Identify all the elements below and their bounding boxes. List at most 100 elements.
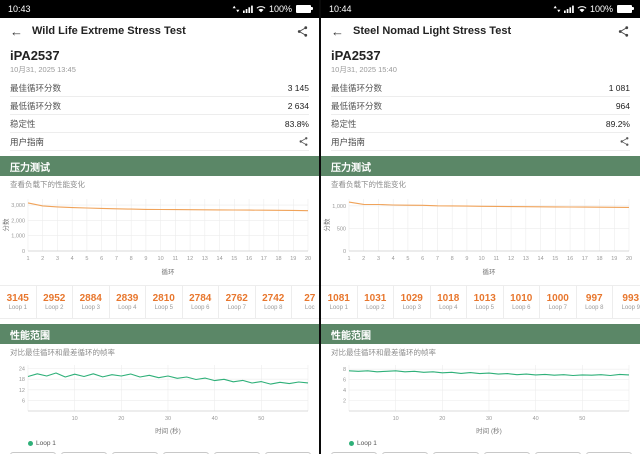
user-guide-row[interactable]: 用户指南 xyxy=(331,133,630,151)
loop-score-cell: 1018 Loop 4 xyxy=(431,286,467,318)
loop-filter-chip[interactable] xyxy=(484,452,530,454)
svg-text:12: 12 xyxy=(187,256,193,262)
loop-score-cell: 1013 Loop 5 xyxy=(467,286,504,318)
loop-score-value: 1013 xyxy=(473,293,496,304)
chart-legend: Loop 1 xyxy=(0,439,319,449)
loop-filter-chip[interactable] xyxy=(10,452,56,454)
svg-text:6: 6 xyxy=(100,256,103,262)
loop-score-cell: 1000 Loop 7 xyxy=(540,286,577,318)
loop-filter-chip[interactable] xyxy=(112,452,158,454)
result-value: 2 634 xyxy=(287,100,309,111)
user-guide-label: 用户指南 xyxy=(331,136,366,147)
svg-text:8: 8 xyxy=(451,256,454,262)
loop-score-value: 2884 xyxy=(79,293,102,304)
loop-score-label: Loop 3 xyxy=(402,305,421,311)
svg-text:时间 (秒): 时间 (秒) xyxy=(476,426,502,435)
loop-filter-chip[interactable] xyxy=(214,452,260,454)
svg-text:分数: 分数 xyxy=(1,218,10,232)
svg-text:循环: 循环 xyxy=(162,267,176,276)
svg-text:500: 500 xyxy=(337,226,346,232)
loop-filter-chip[interactable] xyxy=(265,452,311,454)
svg-text:4: 4 xyxy=(392,256,395,262)
share-icon[interactable] xyxy=(298,136,309,147)
loop-score-label: Loop 3 xyxy=(81,305,100,311)
svg-text:30: 30 xyxy=(486,416,492,422)
result-label: 最佳循环分数 xyxy=(10,82,62,93)
result-summary: iPA2537 10月31, 2025 15:40 最佳循环分数 1 081 最… xyxy=(321,44,640,151)
svg-text:16: 16 xyxy=(246,256,252,262)
loop-filter-chip[interactable] xyxy=(61,452,107,454)
svg-text:1,000: 1,000 xyxy=(332,204,346,210)
loop-filter-chip[interactable] xyxy=(163,452,209,454)
loop-score-cell: 2839 Loop 4 xyxy=(110,286,146,318)
loop-score-label: Loop 7 xyxy=(227,305,246,311)
svg-text:2: 2 xyxy=(343,399,346,405)
svg-text:17: 17 xyxy=(582,256,588,262)
share-icon[interactable] xyxy=(296,25,309,38)
result-label: 最低循环分数 xyxy=(10,100,62,111)
loop-filter-chip[interactable] xyxy=(433,452,479,454)
network-arrows-icon xyxy=(553,5,561,13)
loop-filter-chip[interactable] xyxy=(382,452,428,454)
result-row-stability: 稳定性 89.2% xyxy=(331,115,630,133)
battery-percent: 100% xyxy=(589,4,613,14)
loop-score-value: 997 xyxy=(585,293,603,304)
result-value: 1 081 xyxy=(608,82,630,93)
battery-icon xyxy=(296,5,313,13)
svg-text:15: 15 xyxy=(552,256,558,262)
loop-scores-strip: 1081 Loop 1 1031 Loop 2 1029 Loop 3 1018 Loop 4… xyxy=(321,285,640,319)
performance-range-title: 性能范围 xyxy=(10,330,50,342)
back-button[interactable]: ← xyxy=(10,23,23,39)
performance-range-subtitle: 对比最佳循环和最差循环的帧率 xyxy=(10,348,115,357)
loop-score-label: Loop 1 xyxy=(8,305,27,311)
svg-text:20: 20 xyxy=(118,416,124,422)
svg-text:6: 6 xyxy=(421,256,424,262)
loop-score-value: 993 xyxy=(622,293,640,304)
svg-text:时间 (秒): 时间 (秒) xyxy=(155,426,181,435)
loop-score-value: 2762 xyxy=(225,293,248,304)
loop-filter-row xyxy=(321,449,640,454)
svg-text:10: 10 xyxy=(393,416,399,422)
result-label: 稳定性 xyxy=(10,118,36,129)
legend-dot xyxy=(28,441,33,446)
stress-test-subtitle: 查看负载下的性能变化 xyxy=(10,180,85,189)
loop-score-cell: 2742 Loop 8 xyxy=(256,286,292,318)
loop-score-cell: 2952 Loop 2 xyxy=(37,286,73,318)
loop-filter-chip[interactable] xyxy=(331,452,377,454)
user-guide-row[interactable]: 用户指南 xyxy=(10,133,309,151)
share-icon[interactable] xyxy=(619,136,630,147)
svg-text:50: 50 xyxy=(579,416,585,422)
share-icon[interactable] xyxy=(617,25,630,38)
svg-text:2: 2 xyxy=(41,256,44,262)
svg-text:0: 0 xyxy=(343,249,346,255)
page-title: Wild Life Extreme Stress Test xyxy=(32,25,186,37)
result-value: 83.8% xyxy=(284,118,309,129)
loop-score-cell: 2784 Loop 6 xyxy=(183,286,219,318)
svg-text:分数: 分数 xyxy=(322,218,331,232)
performance-range-section-header: 性能范围 xyxy=(0,324,319,344)
app-bar: ← Wild Life Extreme Stress Test xyxy=(0,18,319,44)
loop-filter-chip[interactable] xyxy=(586,452,632,454)
svg-text:7: 7 xyxy=(115,256,118,262)
loop-score-value: 1000 xyxy=(546,293,569,304)
svg-text:40: 40 xyxy=(533,416,539,422)
result-value: 89.2% xyxy=(605,118,630,129)
loop-score-label: Loop 8 xyxy=(585,305,604,311)
result-value: 3 145 xyxy=(287,82,309,93)
device-name: iPA2537 xyxy=(10,48,60,63)
svg-text:3: 3 xyxy=(56,256,59,262)
svg-text:1: 1 xyxy=(347,256,350,262)
svg-text:12: 12 xyxy=(19,388,25,394)
status-time: 10:43 xyxy=(8,4,31,14)
svg-text:18: 18 xyxy=(275,256,281,262)
chart-legend: Loop 1 xyxy=(321,439,640,449)
result-label: 最佳循环分数 xyxy=(331,82,383,93)
loop-score-cell: 1010 Loop 6 xyxy=(504,286,540,318)
back-button[interactable]: ← xyxy=(331,23,344,39)
svg-text:13: 13 xyxy=(202,256,208,262)
svg-text:3,000: 3,000 xyxy=(11,203,25,209)
loop-filter-chip[interactable] xyxy=(535,452,581,454)
legend-label: Loop 1 xyxy=(357,440,377,447)
loop-score-value: 1031 xyxy=(364,293,387,304)
svg-text:20: 20 xyxy=(305,256,311,262)
